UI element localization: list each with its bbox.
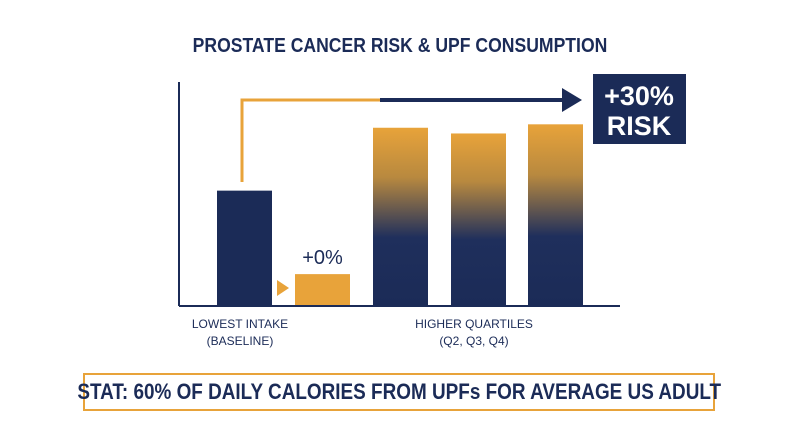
baseline-pointer-icon [277,280,289,296]
bar-2-data-label: +0% [302,247,343,269]
stat-banner: STAT: 60% OF DAILY CALORIES FROM UPFs FO… [77,373,721,411]
group-label-baseline-line1: LOWEST INTAKE [192,317,288,331]
bar-4 [451,133,506,305]
bar-5 [528,124,583,305]
bar-3 [373,127,428,305]
group-label-higher-line1: HIGHER QUARTILES [415,317,533,331]
risk-callout-line2: RISK [607,111,672,141]
group-label-baseline-line2: (BASELINE) [207,334,274,348]
group-label-higher-line2: (Q2, Q3, Q4) [439,334,508,348]
bar-1 [217,190,272,305]
risk-callout-line1: +30% [604,81,674,111]
risk-callout-box [593,74,686,144]
bars-group: +0% [217,124,583,305]
stat-text: STAT: 60% OF DAILY CALORIES FROM UPFs FO… [77,379,721,404]
bar-2 [295,274,350,305]
trend-arrow-head-icon [562,88,582,112]
chart-canvas: PROSTATE CANCER RISK & UPF CONSUMPTION +… [178,34,686,348]
chart-title: PROSTATE CANCER RISK & UPF CONSUMPTION [193,34,608,56]
